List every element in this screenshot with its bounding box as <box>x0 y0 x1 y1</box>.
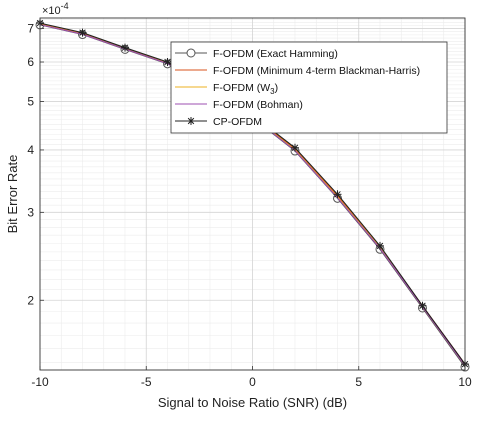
data-point-cp-ofdm <box>78 28 87 37</box>
x-tick-label: 0 <box>249 375 256 389</box>
axes-frame <box>39 17 466 371</box>
y-tick-label: 4 <box>27 143 34 157</box>
legend-entry-w3: F-OFDM (W3) <box>175 82 278 96</box>
legend-entry-cp-ofdm: CP-OFDM <box>175 116 262 128</box>
axes-box <box>39 17 466 371</box>
legend-label-w3: F-OFDM (W3) <box>213 82 278 96</box>
y-exponent-label: ×10-4 <box>42 1 69 17</box>
legend-marker-circle <box>186 48 196 58</box>
y-tick-label: 5 <box>27 95 34 109</box>
legend-box <box>170 41 448 134</box>
legend-label-cp-ofdm: CP-OFDM <box>213 116 262 128</box>
legend: F-OFDM (Exact Hamming) F-OFDM (Minimum 4… <box>170 41 448 134</box>
y-tick-labels: 2 3 4 5 6 7 <box>27 22 34 308</box>
y-tick-label: 6 <box>27 55 34 69</box>
y-axis-label: Bit Error Rate <box>5 155 20 234</box>
legend-label-w3-prefix: F-OFDM (W <box>213 82 270 94</box>
y-exponent-base: ×10 <box>42 5 61 17</box>
x-tick-label: -5 <box>141 375 152 389</box>
legend-label-w3-subscript: 3 <box>270 87 275 96</box>
legend-entry-bohman: F-OFDM (Bohman) <box>175 99 303 111</box>
x-tick-label: 10 <box>458 375 472 389</box>
data-point-cp-ofdm <box>163 58 172 67</box>
legend-asterisk-shape <box>187 117 195 125</box>
x-tick-label: 5 <box>355 375 362 389</box>
y-tick-label: 7 <box>27 22 34 36</box>
legend-label-w3-suffix: ) <box>275 82 279 94</box>
x-tick-label: -10 <box>31 375 49 389</box>
x-axis-label: Signal to Noise Ratio (SNR) (dB) <box>158 395 347 410</box>
data-point-cp-ofdm <box>121 43 129 52</box>
legend-label-exact-hamming: F-OFDM (Exact Hamming) <box>213 48 338 60</box>
data-point-cp-ofdm <box>291 143 299 152</box>
legend-entry-blackman-harris: F-OFDM (Minimum 4-term Blackman-Harris) <box>175 65 420 77</box>
legend-label-blackman-harris: F-OFDM (Minimum 4-term Blackman-Harris) <box>213 65 420 77</box>
data-point-cp-ofdm <box>333 190 342 199</box>
data-point-cp-ofdm <box>418 301 427 310</box>
legend-marker-asterisk <box>187 117 195 125</box>
legend-entry-exact-hamming: F-OFDM (Exact Hamming) <box>175 48 338 60</box>
y-exponent-power: -4 <box>61 1 69 11</box>
x-tick-labels: -10 -5 0 5 10 <box>31 375 472 389</box>
legend-label-bohman: F-OFDM (Bohman) <box>213 99 303 111</box>
y-tick-label: 2 <box>27 293 34 307</box>
data-point-cp-ofdm <box>376 241 384 250</box>
y-tick-label: 3 <box>27 205 34 219</box>
